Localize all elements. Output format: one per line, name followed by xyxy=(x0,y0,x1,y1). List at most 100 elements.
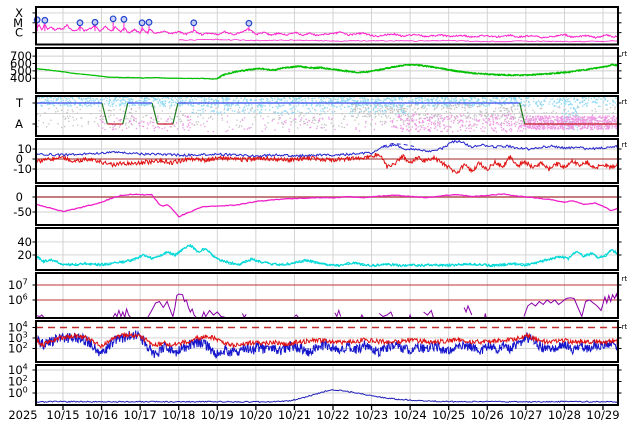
scatter-point xyxy=(124,103,126,105)
scatter-point xyxy=(355,103,357,106)
scatter-point xyxy=(367,103,370,105)
scatter-point xyxy=(297,98,300,100)
scatter-point xyxy=(323,97,326,100)
scatter-point xyxy=(565,101,567,103)
y-axis-label: 10 xyxy=(17,142,32,156)
scatter-point xyxy=(306,103,308,105)
scatter-point xyxy=(280,113,282,115)
scatter-point xyxy=(227,108,229,110)
scatter-point xyxy=(117,99,119,101)
scatter-point xyxy=(533,100,535,103)
panel-dst-index: 0-50 xyxy=(13,185,622,226)
scatter-point xyxy=(584,122,586,124)
scatter-point xyxy=(552,110,554,112)
y-axis-label: M xyxy=(13,16,23,30)
flare-marker-icon xyxy=(120,15,128,23)
scatter-point xyxy=(592,124,594,126)
scatter-point xyxy=(221,97,223,99)
scatter-point xyxy=(364,115,367,117)
scatter-point xyxy=(501,129,503,131)
scatter-point xyxy=(528,118,530,120)
scatter-point xyxy=(537,122,539,124)
scatter-point xyxy=(156,98,158,101)
scatter-point xyxy=(185,97,187,99)
scatter-point xyxy=(487,113,489,116)
scatter-point xyxy=(159,101,162,104)
scatter-point xyxy=(168,97,170,100)
scatter-point xyxy=(583,99,585,102)
scatter-point xyxy=(564,124,566,126)
scatter-point xyxy=(496,113,499,115)
scatter-point xyxy=(424,127,427,129)
scatter-point xyxy=(187,103,189,106)
scatter-point xyxy=(394,96,396,98)
scatter-point xyxy=(500,110,502,112)
scatter-point xyxy=(108,96,111,98)
scatter-point xyxy=(443,103,445,105)
scatter-point xyxy=(316,105,318,107)
scatter-point xyxy=(332,124,335,127)
scatter-point xyxy=(350,115,352,117)
scatter-point xyxy=(38,119,40,122)
scatter-point xyxy=(128,119,131,122)
scatter-point xyxy=(591,119,593,122)
scatter-point xyxy=(415,119,417,121)
scatter-point xyxy=(490,127,493,129)
scatter-point xyxy=(615,126,617,128)
scatter-point xyxy=(526,112,528,114)
scatter-point xyxy=(124,102,127,104)
scatter-point xyxy=(414,104,416,106)
scatter-point xyxy=(280,98,282,100)
scatter-point xyxy=(571,114,574,116)
scatter-point xyxy=(568,124,571,126)
scatter-point xyxy=(131,123,133,126)
scatter-point xyxy=(341,104,343,107)
scatter-point xyxy=(434,107,436,109)
scatter-point xyxy=(594,119,597,122)
scatter-point xyxy=(147,124,149,126)
scatter-point xyxy=(154,98,157,100)
scatter-point xyxy=(582,97,584,99)
scatter-point xyxy=(369,114,372,116)
scatter-point xyxy=(138,125,141,127)
panel-border xyxy=(35,95,619,137)
scatter-point xyxy=(45,96,48,98)
scatter-point xyxy=(511,109,513,112)
scatter-point xyxy=(318,104,320,106)
scatter-point xyxy=(614,102,616,104)
scatter-point xyxy=(337,98,339,101)
scatter-point xyxy=(343,118,345,121)
scatter-point xyxy=(453,116,456,118)
scatter-point xyxy=(348,105,351,108)
scatter-point xyxy=(393,105,395,108)
scatter-point xyxy=(569,116,572,118)
scatter-point xyxy=(575,110,577,113)
scatter-point xyxy=(402,111,405,113)
series-bt-gap xyxy=(382,142,415,147)
scatter-point xyxy=(410,128,412,131)
scatter-point xyxy=(122,99,124,101)
sector-transition-line xyxy=(151,102,159,125)
scatter-point xyxy=(381,105,383,107)
scatter-point xyxy=(471,99,473,101)
scatter-point xyxy=(66,98,68,100)
scatter-point xyxy=(260,106,262,108)
scatter-point xyxy=(471,125,473,127)
scatter-point xyxy=(230,103,232,106)
scatter-point xyxy=(333,96,335,99)
scatter-point xyxy=(484,97,487,99)
scatter-point xyxy=(504,103,506,105)
scatter-point xyxy=(414,114,416,116)
scatter-point xyxy=(41,105,43,107)
scatter-point xyxy=(497,115,499,117)
scatter-point xyxy=(408,126,410,128)
scatter-point xyxy=(492,122,495,124)
scatter-point xyxy=(520,120,522,122)
scatter-point xyxy=(551,127,554,129)
scatter-point xyxy=(384,122,386,125)
scatter-point xyxy=(154,105,156,108)
scatter-point xyxy=(127,98,129,100)
scatter-point xyxy=(611,99,614,101)
scatter-point xyxy=(366,103,368,105)
scatter-point xyxy=(542,103,544,106)
